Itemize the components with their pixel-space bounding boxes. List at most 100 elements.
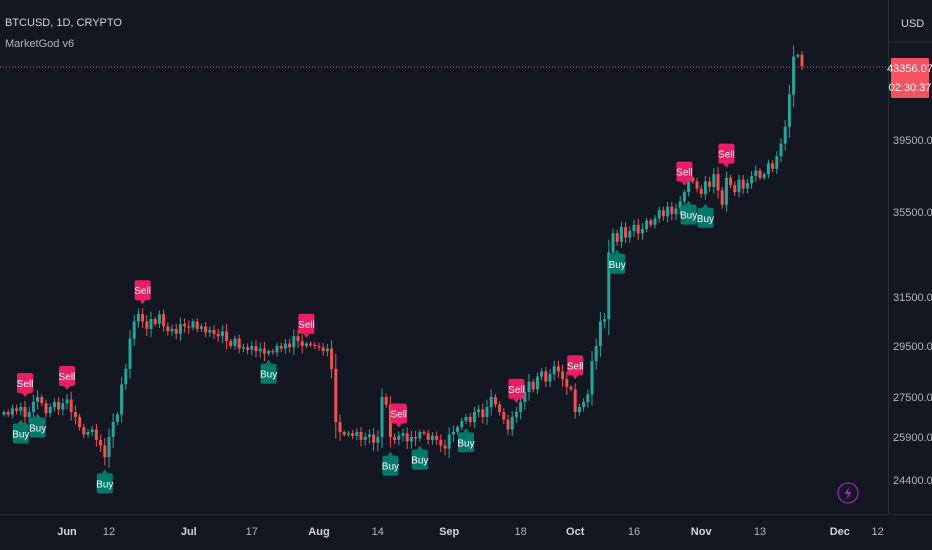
buy-signal[interactable]: Buy [457,428,475,453]
candle [376,430,380,452]
candle [31,394,35,420]
buy-label: Buy [260,370,277,381]
sell-signal[interactable]: Sell [134,280,151,305]
candle [384,393,388,409]
buy-signal[interactable]: Buy [29,413,46,438]
candle [527,373,531,401]
candle [716,167,720,199]
sell-signal[interactable]: Sell [508,378,525,403]
sell-signal[interactable]: Sell [567,355,584,380]
candle [359,427,363,447]
candle [372,427,376,452]
candle [514,406,518,423]
candle [582,398,586,412]
candle [82,423,86,439]
candle [195,318,199,333]
buy-signal[interactable]: Buy [96,469,113,494]
candle [590,351,594,406]
sell-signal[interactable]: Sell [676,161,693,186]
candle [338,414,342,441]
candle [783,120,787,151]
candle [393,433,397,445]
candle [439,434,443,453]
candle [178,317,182,341]
candle [40,394,44,406]
last-price-badge [891,58,929,98]
buy-signal[interactable]: Buy [680,200,697,225]
candle [611,228,615,258]
candle [237,334,241,354]
candles-layer [2,45,804,468]
buy-signal[interactable]: Buy [260,359,277,384]
candle [561,364,565,387]
price-tick-label: 29500.00 [893,341,932,353]
candle [346,431,350,437]
candle [52,398,56,412]
candle [619,221,623,248]
candle [262,341,266,362]
candle [779,138,783,163]
candle [90,426,94,436]
time-tick-label: Oct [566,526,585,538]
time-tick-label: 17 [246,526,258,538]
candle [283,339,287,354]
buy-signal[interactable]: Buy [609,249,626,274]
candle [271,348,275,355]
candle [300,334,304,354]
buy-signal[interactable]: Buy [382,451,399,476]
currency-label[interactable]: USD [901,18,924,30]
candle [275,342,279,357]
buy-signal[interactable]: Buy [411,445,428,470]
candle [502,408,506,424]
candle [632,219,636,237]
buy-label: Buy [29,424,46,435]
sell-signal[interactable]: Sell [718,143,735,168]
candle [548,369,552,388]
buy-label: Buy [457,438,474,449]
candle [86,429,90,438]
candle [414,430,418,447]
sell-label: Sell [17,379,34,390]
candle [766,159,770,179]
candle [653,215,657,229]
candle [204,322,208,338]
candle [321,343,325,356]
candle [477,404,481,418]
sell-signal[interactable]: Sell [59,366,76,391]
candle [682,189,686,205]
buy-signal[interactable]: Buy [12,419,29,444]
price-axis[interactable]: 39500.00 35500.00 31500.00 29500.00 27500.00… [893,135,932,487]
buy-signal[interactable]: Buy [697,203,714,228]
candle [552,360,556,381]
candle [695,177,699,193]
candle [712,168,716,194]
candle [640,223,644,240]
indicator-title[interactable]: MarketGod v6 [5,38,74,50]
sell-signal[interactable]: Sell [298,313,315,338]
candle [166,322,170,336]
candle [451,425,455,443]
sell-signal[interactable]: Sell [390,403,407,428]
sell-signal[interactable]: Sell [17,373,34,398]
candle [506,414,510,435]
candle [775,151,779,175]
candle [367,429,371,444]
candle [737,174,741,198]
candle [565,371,569,395]
candle [111,413,115,448]
candle [61,398,65,416]
sell-label: Sell [59,372,76,383]
candle [10,404,14,419]
candle [556,360,560,378]
lightning-bolt-icon[interactable] [837,482,859,504]
candle [149,311,153,338]
candle [510,411,514,436]
candle [418,429,422,442]
candle [330,340,334,379]
symbol-title: BTCUSD, 1D, CRYPTO [5,17,122,29]
candle [498,401,502,416]
candle [334,353,338,439]
time-axis[interactable]: Jun 12 Jul 17 Aug 14 Sep 18 Oct 16 Nov 13 Dec 12 [57,526,884,538]
